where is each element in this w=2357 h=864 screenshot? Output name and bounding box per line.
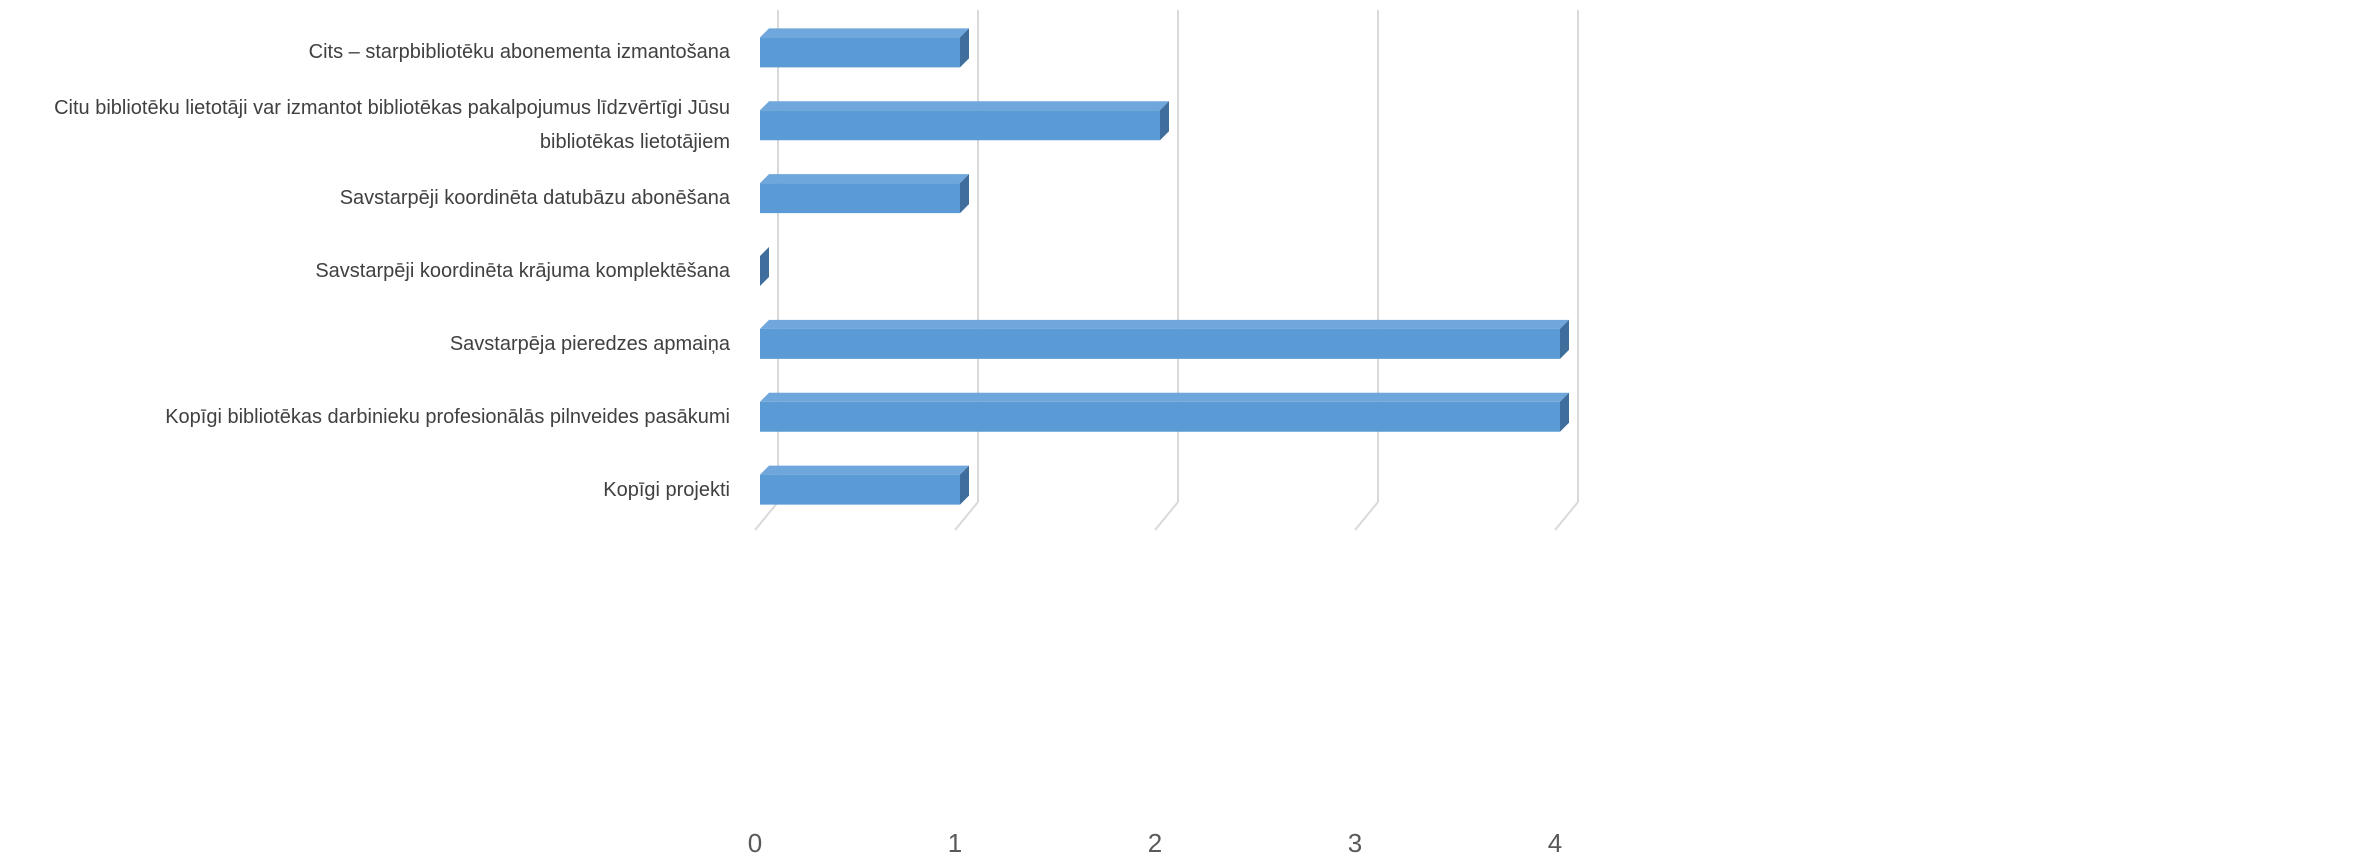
bar-front	[760, 183, 960, 214]
bar-front	[760, 37, 960, 68]
bar-side	[760, 247, 769, 286]
y-tick-label: Cits – starpbibliotēku abonementa izmant…	[308, 41, 730, 64]
y-tick-label: Citu bibliotēku lietotāji var izmantot b…	[54, 97, 730, 154]
x-tick-label: 3	[1348, 828, 1362, 858]
x-tick-label: 4	[1548, 828, 1562, 858]
bar	[760, 174, 969, 214]
bar-top	[760, 392, 1569, 402]
bar-front	[760, 401, 1560, 432]
bar-front	[760, 110, 1160, 141]
bar	[760, 28, 969, 68]
bar-front	[760, 474, 960, 505]
bar-top	[760, 101, 1169, 111]
floor-line	[1554, 501, 1579, 531]
y-tick-label: Savstarpēji koordinēta datubāzu abonēšan…	[339, 187, 730, 210]
bar	[760, 392, 1569, 432]
x-tick-label: 0	[748, 828, 762, 858]
bar-side	[960, 28, 969, 68]
y-tick-label: Kopīgi projekti	[603, 478, 730, 501]
floor-line	[1354, 501, 1379, 531]
bar-top	[760, 465, 969, 475]
bar-side	[1160, 101, 1169, 141]
bar-top	[760, 28, 969, 38]
bar-top	[760, 174, 969, 184]
y-tick-label: Savstarpēji koordinēta krājuma komplektē…	[315, 260, 730, 282]
bar	[760, 101, 1169, 141]
bar	[760, 247, 769, 286]
y-tick-label: Savstarpēja pieredzes apmaiņa	[449, 332, 730, 355]
y-tick-label: Kopīgi bibliotēkas darbinieku profesionā…	[165, 405, 730, 428]
bar-side	[1560, 319, 1569, 359]
floor-line	[754, 501, 779, 531]
x-tick-label: 2	[1148, 828, 1162, 858]
x-tick-label: 1	[948, 828, 962, 858]
floor-line	[954, 501, 979, 531]
floor-line	[1154, 501, 1179, 531]
bar-top	[760, 319, 1569, 329]
bar	[760, 319, 1569, 359]
bar-side	[1560, 392, 1569, 432]
bar-front	[760, 328, 1560, 359]
bar-side	[960, 174, 969, 214]
bar-side	[960, 465, 969, 505]
bar	[760, 465, 969, 505]
